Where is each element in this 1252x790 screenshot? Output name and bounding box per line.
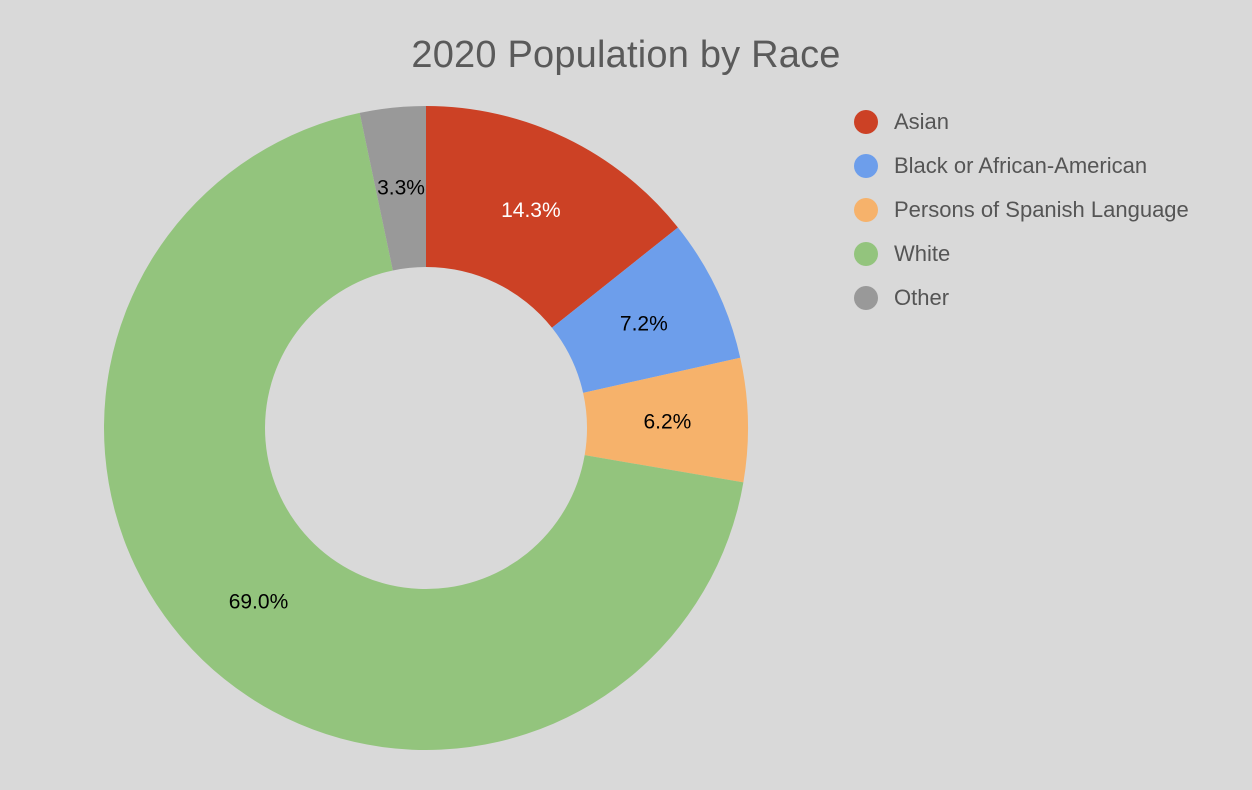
legend-swatch — [854, 110, 878, 134]
slice-black-or-african-american[interactable] — [551, 227, 741, 393]
donut-slices — [103, 106, 748, 751]
slice-label: 14.3% — [501, 199, 561, 222]
legend-item[interactable]: White — [854, 232, 1189, 276]
legend-label: Persons of Spanish Language — [894, 197, 1189, 222]
slice-asian[interactable] — [426, 106, 678, 328]
legend-label: Other — [894, 285, 950, 310]
legend-swatch — [854, 198, 878, 222]
legend-item[interactable]: Black or African-American — [854, 144, 1189, 188]
slice-label: 6.2% — [643, 410, 691, 433]
chart-title: 2020 Population by Race — [411, 34, 841, 76]
slice-persons-of-spanish-language[interactable] — [583, 357, 748, 483]
slice-white[interactable] — [103, 112, 744, 751]
legend: Asian Black or African-American Persons of… — [854, 100, 1189, 320]
slice-label: 69.0% — [229, 590, 289, 613]
slice-label: 3.3% — [377, 176, 425, 199]
legend-swatch — [854, 242, 878, 266]
slice-label: 7.2% — [620, 312, 668, 335]
legend-swatch — [854, 286, 878, 310]
legend-label: Asian — [894, 109, 950, 134]
legend-item[interactable]: Persons of Spanish Language — [854, 188, 1189, 232]
legend-item[interactable]: Asian — [854, 100, 1189, 144]
legend-swatch — [854, 154, 878, 178]
slice-labels: 14.3% 7.2% 6.2% 69.0% 3.3% — [229, 176, 692, 613]
legend-label: Black or African-American — [894, 153, 1148, 178]
slice-other[interactable] — [359, 106, 426, 271]
legend-item[interactable]: Other — [854, 276, 1189, 320]
legend-label: White — [894, 241, 951, 266]
